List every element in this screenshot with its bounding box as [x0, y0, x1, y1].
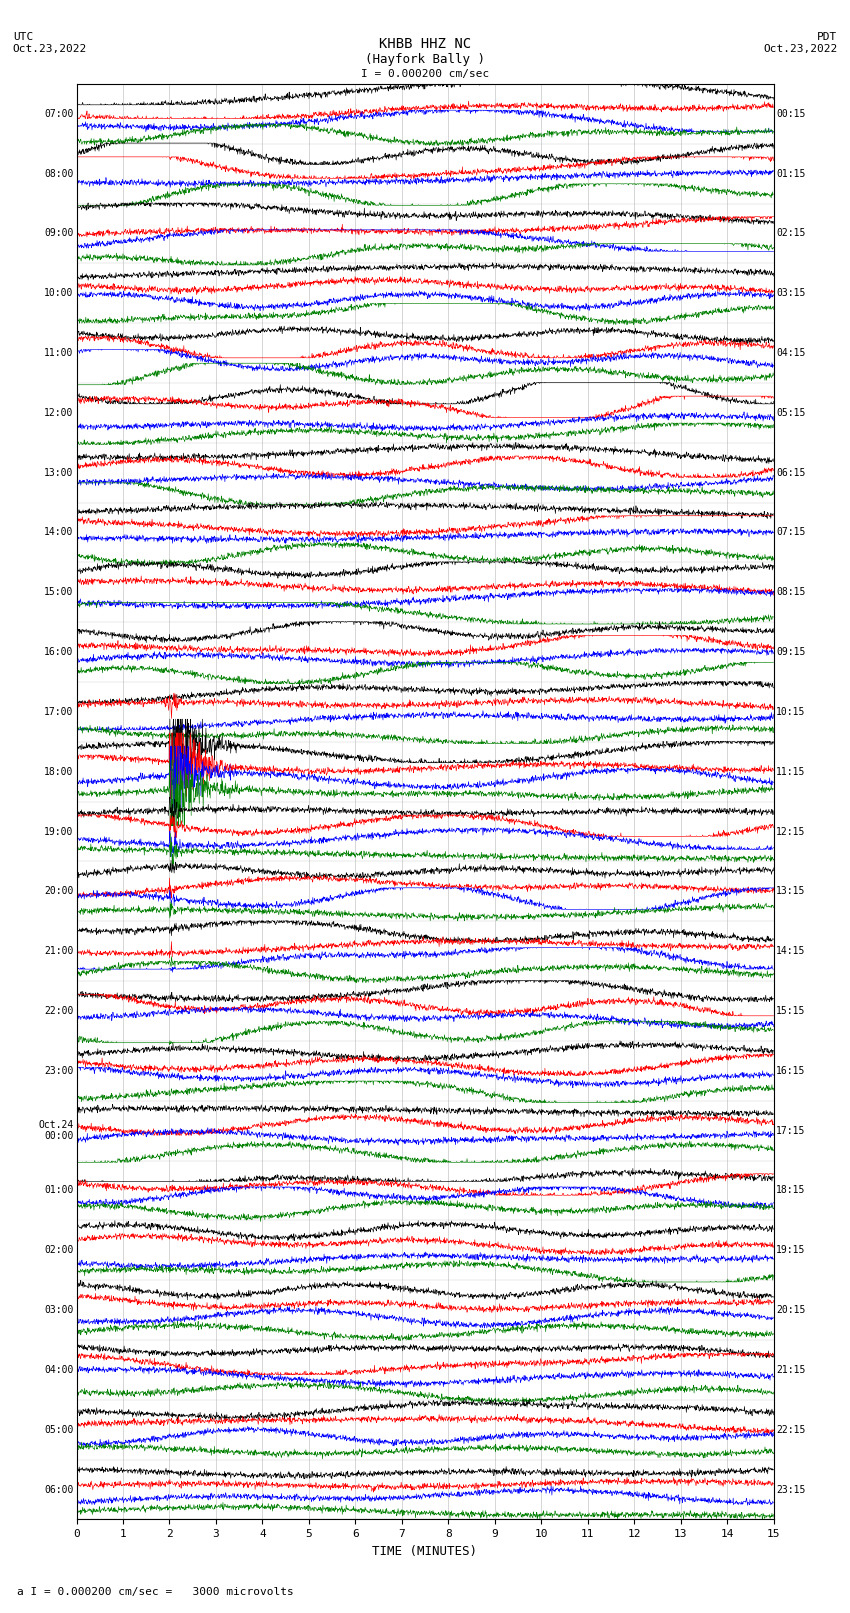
Text: 06:15: 06:15 [776, 468, 806, 477]
Text: 19:15: 19:15 [776, 1245, 806, 1255]
Text: 09:00: 09:00 [44, 229, 74, 239]
Text: 02:00: 02:00 [44, 1245, 74, 1255]
Text: 23:15: 23:15 [776, 1484, 806, 1495]
Text: 21:15: 21:15 [776, 1365, 806, 1374]
Text: 00:15: 00:15 [776, 108, 806, 119]
Text: 11:00: 11:00 [44, 348, 74, 358]
Text: 14:00: 14:00 [44, 527, 74, 537]
Text: 17:15: 17:15 [776, 1126, 806, 1136]
Text: 12:00: 12:00 [44, 408, 74, 418]
Text: Oct.23,2022: Oct.23,2022 [763, 44, 837, 53]
Text: PDT: PDT [817, 32, 837, 42]
Text: 02:15: 02:15 [776, 229, 806, 239]
Text: 16:00: 16:00 [44, 647, 74, 656]
Text: I = 0.000200 cm/sec: I = 0.000200 cm/sec [361, 69, 489, 79]
Text: 09:15: 09:15 [776, 647, 806, 656]
Text: 19:00: 19:00 [44, 826, 74, 837]
Text: 17:00: 17:00 [44, 706, 74, 716]
Text: 23:00: 23:00 [44, 1066, 74, 1076]
Text: KHBB HHZ NC: KHBB HHZ NC [379, 37, 471, 52]
X-axis label: TIME (MINUTES): TIME (MINUTES) [372, 1545, 478, 1558]
Text: 22:00: 22:00 [44, 1007, 74, 1016]
Text: 01:00: 01:00 [44, 1186, 74, 1195]
Text: 18:15: 18:15 [776, 1186, 806, 1195]
Text: 10:00: 10:00 [44, 289, 74, 298]
Text: 03:00: 03:00 [44, 1305, 74, 1315]
Text: 21:00: 21:00 [44, 947, 74, 957]
Text: 15:00: 15:00 [44, 587, 74, 597]
Text: a I = 0.000200 cm/sec =   3000 microvolts: a I = 0.000200 cm/sec = 3000 microvolts [17, 1587, 294, 1597]
Text: 13:00: 13:00 [44, 468, 74, 477]
Text: Oct.24
00:00: Oct.24 00:00 [38, 1119, 74, 1142]
Text: 07:15: 07:15 [776, 527, 806, 537]
Text: 14:15: 14:15 [776, 947, 806, 957]
Text: 08:00: 08:00 [44, 169, 74, 179]
Text: 04:15: 04:15 [776, 348, 806, 358]
Text: UTC: UTC [13, 32, 33, 42]
Text: 12:15: 12:15 [776, 826, 806, 837]
Text: 13:15: 13:15 [776, 887, 806, 897]
Text: 04:00: 04:00 [44, 1365, 74, 1374]
Text: 05:00: 05:00 [44, 1424, 74, 1434]
Text: 11:15: 11:15 [776, 766, 806, 777]
Text: 10:15: 10:15 [776, 706, 806, 716]
Text: 20:15: 20:15 [776, 1305, 806, 1315]
Text: 07:00: 07:00 [44, 108, 74, 119]
Text: Oct.23,2022: Oct.23,2022 [13, 44, 87, 53]
Text: 01:15: 01:15 [776, 169, 806, 179]
Text: 16:15: 16:15 [776, 1066, 806, 1076]
Text: 22:15: 22:15 [776, 1424, 806, 1434]
Text: 15:15: 15:15 [776, 1007, 806, 1016]
Text: 05:15: 05:15 [776, 408, 806, 418]
Text: 08:15: 08:15 [776, 587, 806, 597]
Text: (Hayfork Bally ): (Hayfork Bally ) [365, 53, 485, 66]
Text: 06:00: 06:00 [44, 1484, 74, 1495]
Text: 03:15: 03:15 [776, 289, 806, 298]
Text: 20:00: 20:00 [44, 887, 74, 897]
Text: 18:00: 18:00 [44, 766, 74, 777]
